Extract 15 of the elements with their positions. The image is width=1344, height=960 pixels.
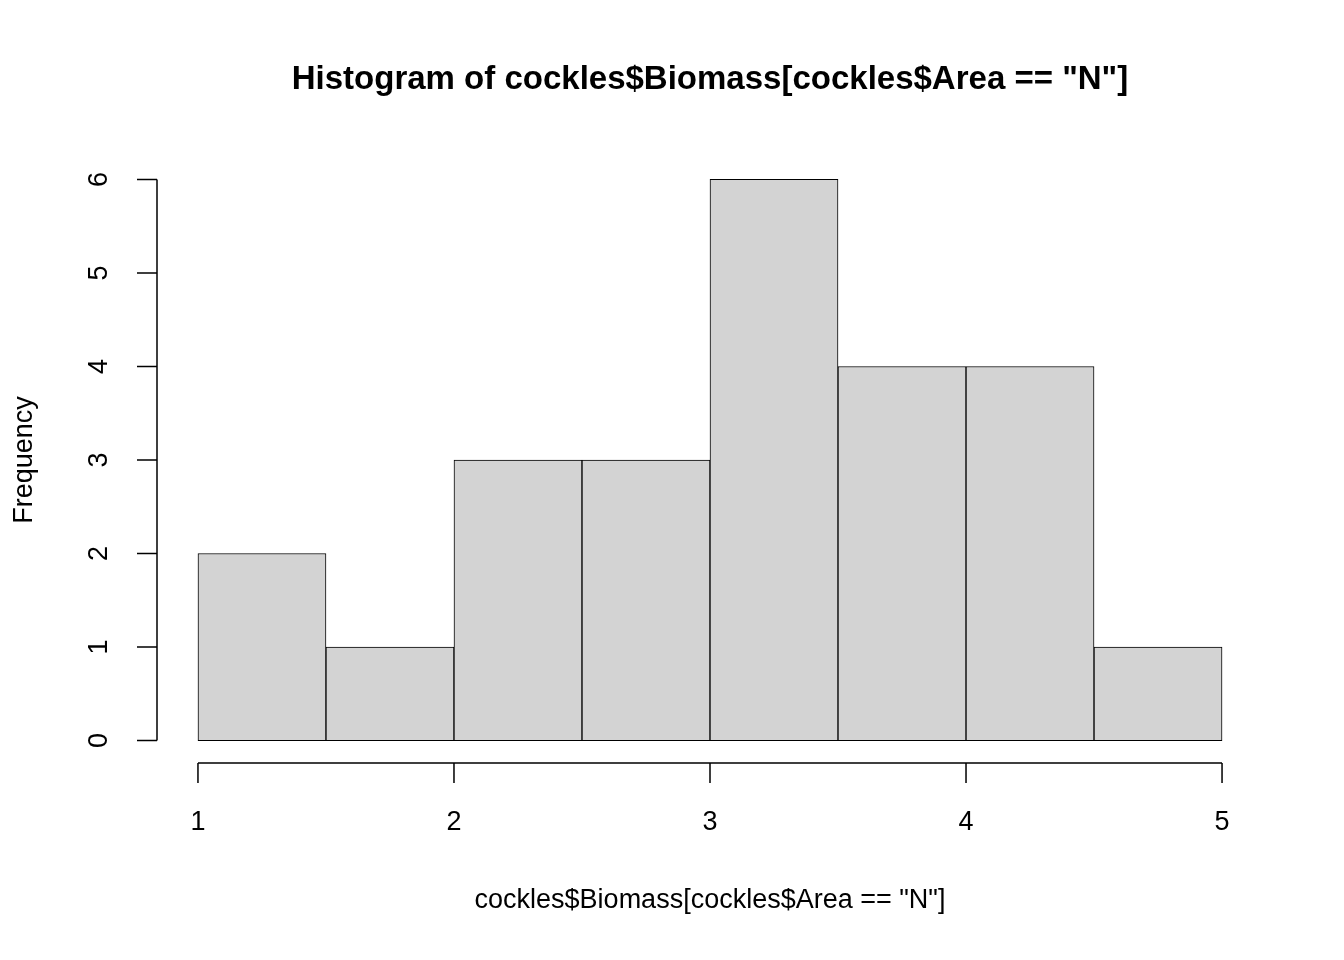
x-tick-label: 3 [702,806,718,837]
chart-title: Histogram of cockles$Biomass[cockles$Area == "N"] [291,59,1129,97]
x-tick-label: 2 [446,806,462,837]
y-tick-label: 6 [83,171,114,187]
x-axis-title: cockles$Biomass[cockles$Area == "N"] [474,884,946,915]
x-tick-label: 4 [958,806,974,837]
y-tick-label: 4 [83,358,114,374]
x-tick-label: 1 [190,806,206,837]
y-tick-label: 5 [83,265,114,281]
y-tick-label: 0 [83,733,114,749]
y-tick-label: 3 [83,452,114,468]
y-axis-title: Frequency [8,395,39,524]
y-tick-label: 2 [83,546,114,562]
y-tick-label: 1 [83,639,114,655]
x-tick-label: 5 [1214,806,1230,837]
